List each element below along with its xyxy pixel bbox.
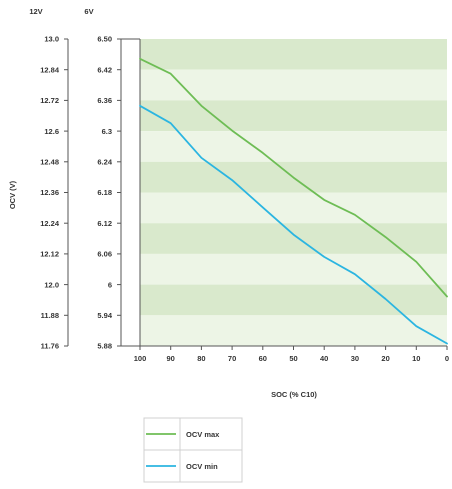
y-tick-label-6v: 6.36 xyxy=(97,96,112,105)
x-tick-labels: 100 90 80 70 60 50 40 30 20 10 0 xyxy=(134,354,449,363)
y-header-12v: 12V xyxy=(29,7,42,16)
y-tick-labels: 13.0 6.50 12.84 6.42 12.72 6.36 12.6 6.3 12.48 6.… xyxy=(40,35,113,351)
x-tick-label: 50 xyxy=(289,354,297,363)
y-tick-label-6v: 6.24 xyxy=(97,158,112,167)
series-line-ocv-min xyxy=(139,104,448,345)
legend: OCV max OCV min xyxy=(143,417,243,483)
y-axis-title: OCV (V) xyxy=(8,180,17,209)
y-tick-label-6v: 6.50 xyxy=(97,35,112,44)
y-header-6v: 6V xyxy=(84,7,93,16)
x-tick-label: 30 xyxy=(351,354,359,363)
y-tick-label-12v: 12.36 xyxy=(40,188,59,197)
plot-bands xyxy=(140,39,447,346)
y-tick-label-12v: 11.76 xyxy=(41,342,59,351)
series-line-ocv-max xyxy=(139,57,448,298)
y-tick-label-12v: 12.84 xyxy=(40,65,60,74)
y-tick-label-6v: 6.12 xyxy=(97,219,112,228)
x-tick-label: 60 xyxy=(259,354,267,363)
plot-band xyxy=(140,69,447,101)
plot-band xyxy=(140,192,447,224)
y-tick-label-12v: 12.12 xyxy=(40,250,59,259)
series-lines xyxy=(139,57,448,345)
plot-band xyxy=(140,315,447,346)
plot-band xyxy=(140,131,447,162)
y-tick-label-6v: 6.42 xyxy=(97,65,112,74)
y-tick-label-6v: 5.88 xyxy=(97,342,112,351)
x-tick-label: 10 xyxy=(412,354,420,363)
x-tick-label: 80 xyxy=(197,354,205,363)
plot-band xyxy=(140,253,447,285)
y-tick-label-12v: 12.6 xyxy=(44,127,59,136)
legend-label-ocv-min: OCV min xyxy=(186,462,218,471)
y-tick-label-6v: 5.94 xyxy=(97,311,112,320)
x-tick-label: 40 xyxy=(320,354,328,363)
y-tick-label-12v: 12.48 xyxy=(40,158,59,167)
x-tick-label: 100 xyxy=(134,354,147,363)
y-tick-label-6v: 6.3 xyxy=(102,127,112,136)
y-tick-label-12v: 12.24 xyxy=(40,219,60,228)
x-tick-label: 20 xyxy=(381,354,389,363)
legend-label-ocv-max: OCV max xyxy=(186,430,220,439)
y-tick-label-6v: 6.06 xyxy=(97,250,112,259)
plot-band xyxy=(140,39,447,70)
y-tick-label-12v: 12.72 xyxy=(40,96,59,105)
plot-band xyxy=(140,100,447,132)
x-tick-label: 90 xyxy=(167,354,175,363)
y-tick-label-12v: 11.88 xyxy=(41,311,59,320)
y-tick-label-6v: 6.18 xyxy=(97,188,112,197)
x-tick-label: 70 xyxy=(228,354,236,363)
plot-band xyxy=(140,223,447,254)
x-axis-title: SOC (% C10) xyxy=(271,390,317,399)
axes xyxy=(64,38,448,350)
y-tick-label-12v: 13.0 xyxy=(44,35,59,44)
y-tick-label-6v: 6 xyxy=(108,280,112,289)
plot-band xyxy=(140,284,447,316)
y-tick-label-12v: 12.0 xyxy=(44,280,59,289)
x-tick-label: 0 xyxy=(445,354,449,363)
